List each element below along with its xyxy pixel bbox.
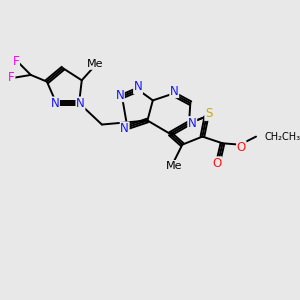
Text: N: N xyxy=(116,88,124,101)
Text: Me: Me xyxy=(87,59,104,69)
Text: F: F xyxy=(8,71,15,84)
Text: N: N xyxy=(120,122,129,135)
Text: F: F xyxy=(13,55,20,68)
Text: N: N xyxy=(188,117,197,130)
Text: N: N xyxy=(170,85,178,98)
Text: N: N xyxy=(134,80,142,94)
Text: CH₂CH₃: CH₂CH₃ xyxy=(264,132,300,142)
Text: S: S xyxy=(205,107,212,120)
Text: O: O xyxy=(237,141,246,154)
Text: O: O xyxy=(212,157,222,170)
Text: N: N xyxy=(76,97,85,110)
Text: N: N xyxy=(51,97,59,110)
Text: Me: Me xyxy=(166,160,182,170)
